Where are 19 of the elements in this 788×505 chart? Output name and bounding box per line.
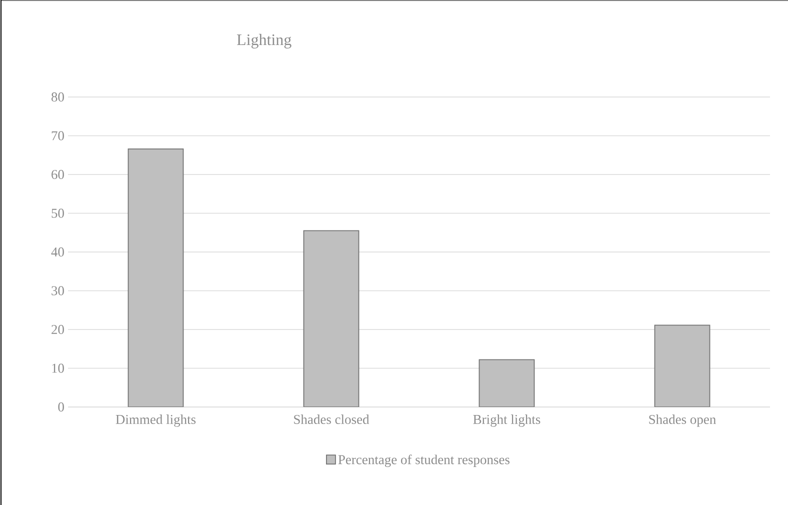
y-tick-label: 60 (52, 170, 64, 180)
y-tick-label: 50 (52, 208, 64, 218)
x-tick-label: Bright lights (473, 414, 540, 427)
chart-title: Lighting (236, 34, 292, 48)
x-tick-label: Shades open (649, 414, 716, 427)
legend-label: Percentage of student responses (338, 454, 510, 468)
x-tick-label: Dimmed lights (116, 414, 196, 427)
y-tick-label: 0 (58, 402, 64, 412)
x-tick-label: Shades closed (294, 414, 370, 424)
bar (654, 324, 710, 407)
y-tick-label: 20 (52, 324, 64, 334)
y-tick-label: 80 (51, 92, 64, 102)
bar (303, 230, 360, 407)
bar (128, 148, 184, 407)
y-tick-label: 40 (51, 247, 64, 257)
y-tick-label: 30 (52, 286, 64, 296)
y-tick-label: 10 (52, 364, 64, 373)
bar (478, 359, 535, 407)
y-tick-label: 70 (52, 131, 64, 140)
